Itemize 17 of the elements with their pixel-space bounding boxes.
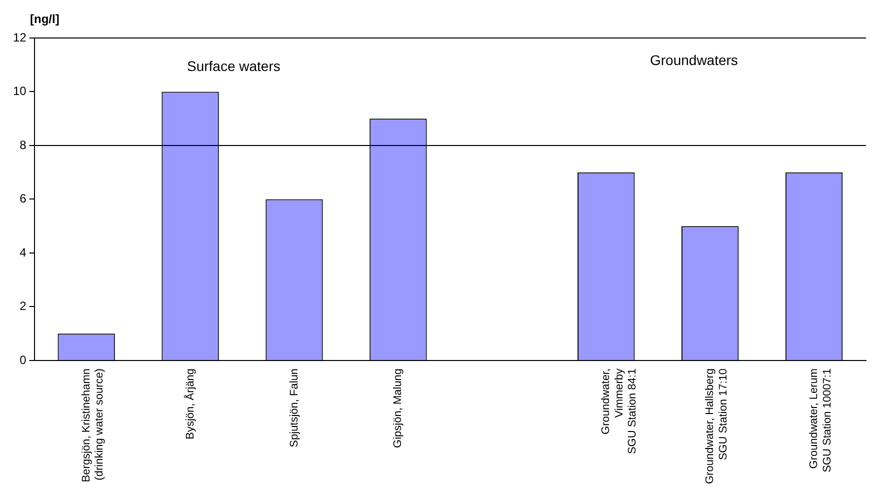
x-tick-label: Groundwater, Vimmerby SGU Station 84:1	[600, 368, 639, 454]
annotation: Surface waters	[187, 58, 280, 74]
x-tick-label: Groundwater, Hallsberg SGU Station 17:10	[704, 368, 730, 484]
x-tick-label: Gipsjön, Malung	[392, 368, 404, 448]
y-tick-label: 6	[20, 192, 27, 206]
y-tick-label: 2	[20, 299, 27, 314]
y-axis-title: [ng/l]	[30, 12, 60, 26]
x-tick-label: Spjutsjön, Falun	[288, 368, 300, 448]
y-tick-label: 8	[20, 138, 27, 152]
x-tick-label: Groundwater, Lerum SGU Station 10007:1	[808, 368, 834, 472]
y-tick-label: 0	[20, 352, 27, 367]
x-tick-label: Bergsjön, Kristinehamn (drinking water source)	[80, 368, 106, 482]
annotation: Groundwaters	[650, 52, 738, 68]
x-tick-label: Bysjön, Årjäng	[183, 368, 196, 440]
y-tick-label: 4	[20, 245, 27, 260]
y-tick-label: 10	[12, 84, 27, 98]
y-tick-label: 12	[12, 30, 27, 44]
